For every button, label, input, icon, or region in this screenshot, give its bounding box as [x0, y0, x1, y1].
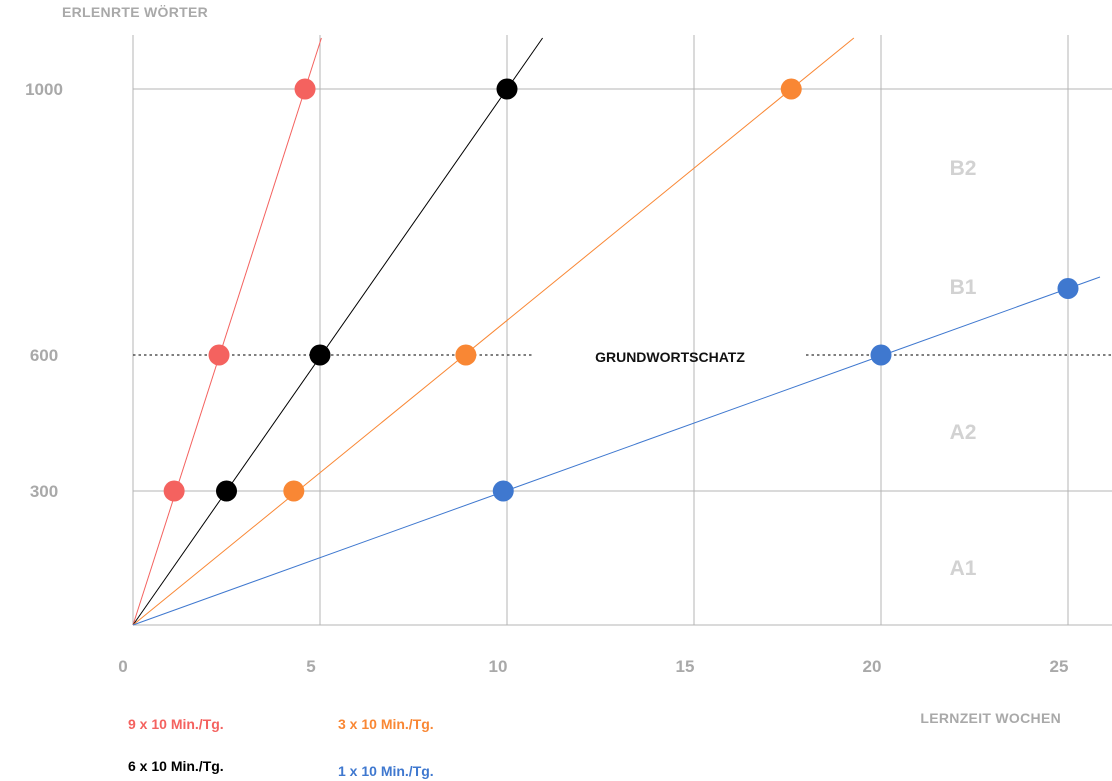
x-tick-label-15: 15 — [676, 657, 695, 676]
level-label-a2: A2 — [950, 421, 977, 444]
reference-line-label: GRUNDWORTSCHATZ — [595, 349, 745, 365]
series-4-point — [492, 480, 514, 502]
level-label-b1: B1 — [950, 276, 977, 299]
x-tick-label-0: 0 — [118, 657, 127, 676]
legend-item-2: 6 x 10 Min./Tg. — [128, 758, 224, 774]
series-1-point — [163, 480, 185, 502]
x-tick-label-20: 20 — [863, 657, 882, 676]
legend-item-4: 1 x 10 Min./Tg. — [338, 763, 434, 779]
series-4-point — [870, 344, 892, 366]
y-tick-label-1000: 1000 — [25, 80, 63, 99]
legend-item-3: 3 x 10 Min./Tg. — [338, 716, 434, 732]
level-label-a1: A1 — [950, 557, 977, 580]
series-2-point — [309, 344, 331, 366]
x-tick-label-25: 25 — [1050, 657, 1069, 676]
series-1-point — [208, 344, 230, 366]
level-label-b2: B2 — [950, 157, 977, 180]
labels: ERLENRTE WÖRTER LERNZEIT WOCHEN GRUNDWOR… — [62, 4, 1061, 726]
series-4-line — [132, 276, 1101, 626]
series-3-line — [132, 37, 855, 626]
series-1-point — [294, 78, 316, 100]
series-points — [163, 78, 1079, 502]
y-tick-label-600: 600 — [30, 346, 58, 365]
legend: 9 x 10 Min./Tg. 6 x 10 Min./Tg. 3 x 10 Min… — [128, 716, 434, 779]
y-axis-title: ERLENRTE WÖRTER — [62, 4, 208, 20]
legend-item-1: 9 x 10 Min./Tg. — [128, 716, 224, 732]
tick-labels: 0 5 10 15 20 25 300 600 1000 — [25, 80, 1068, 676]
series-2-point — [216, 480, 237, 502]
series-1-line — [132, 37, 322, 626]
x-tick-label-10: 10 — [489, 657, 508, 676]
series-lines — [132, 37, 1101, 626]
series-3-point — [780, 78, 802, 100]
grid — [132, 35, 1112, 626]
y-tick-label-300: 300 — [30, 482, 58, 501]
series-2-point — [496, 78, 518, 100]
series-4-point — [1057, 278, 1079, 299]
series-3-point — [283, 480, 305, 502]
x-axis-title: LERNZEIT WOCHEN — [920, 710, 1061, 726]
x-tick-label-5: 5 — [306, 657, 315, 676]
series-2-line — [132, 37, 543, 626]
series-3-point — [455, 344, 477, 366]
